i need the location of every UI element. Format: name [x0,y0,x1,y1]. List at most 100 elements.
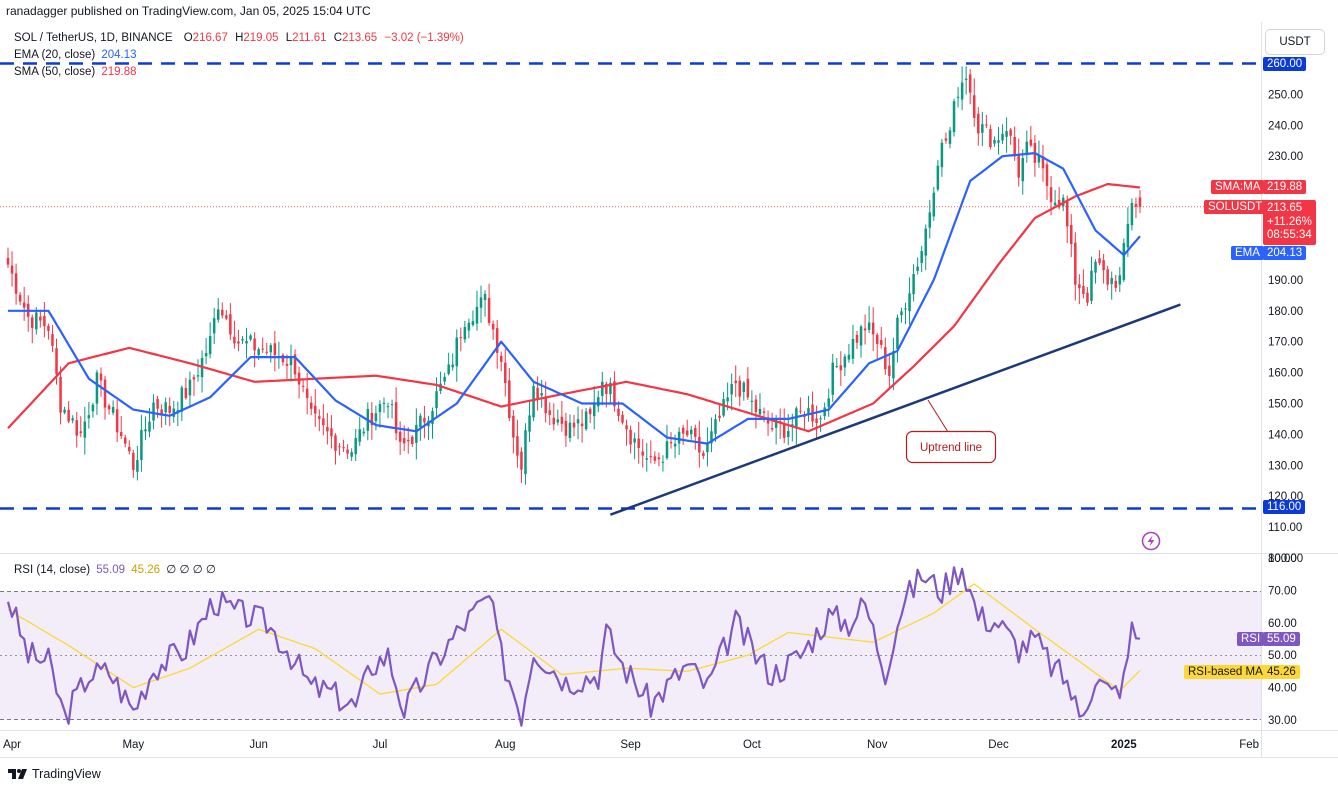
candle-body [875,334,879,344]
candle-body [880,340,883,345]
candle-body [168,405,171,413]
candle-body [613,381,616,407]
candle-body [661,461,665,463]
ema-price-badge: 204.13 [1263,246,1307,260]
candle-body [807,408,810,415]
candle-body [1098,258,1101,264]
candle-body [346,449,349,454]
rsi-line [6,566,1141,727]
lightning-icon[interactable] [1141,531,1161,551]
candle-body [212,318,216,334]
rsi-tick-label: 40.00 [1268,683,1297,695]
rsi-tag: RSI [1237,632,1265,646]
ema-legend[interactable]: EMA (20, close) 204.13 [14,49,137,61]
candle-body [59,376,62,413]
candle-body [1094,261,1097,273]
indicator-lines [7,152,1141,445]
price-tick-label: 160.00 [1268,368,1303,380]
candle-body [63,409,66,413]
candle-body [390,404,394,406]
solusdt-countdown: 08:55:34 [1267,229,1312,241]
candle-body [386,406,390,408]
candle-body [750,400,754,402]
ohlc-open: 216.67 [192,32,228,44]
candle-body [1134,203,1138,207]
time-tick-label: Jun [249,739,268,751]
candle-body [592,402,596,417]
candle-body [1017,154,1020,178]
candle-body [766,417,770,424]
candle-body [742,382,746,393]
candle-body [504,362,507,384]
candle-body [128,446,131,452]
support-badge: 116.00 [1263,500,1306,514]
candle-body [132,452,135,471]
candle-body [787,431,790,438]
candle-body [75,420,78,436]
candle-body [916,266,919,271]
candle-body [799,410,802,412]
candle-body [91,404,95,412]
candle-body [43,316,46,327]
time-tick-label: 2025 [1111,739,1137,751]
rsi-legend[interactable]: RSI (14, close) 55.09 45.26 ∅ ∅ ∅ ∅ [14,562,216,576]
candle-body [423,417,426,423]
candle-body [394,402,398,434]
sma-legend[interactable]: SMA (50, close) 219.88 [14,66,137,78]
symbol-legend[interactable]: SOL / TetherUS, 1D, BINANCE O216.67 H219… [14,32,464,44]
solusdt-price-badge: 213.65 +11.26% 08:55:34 [1263,200,1316,245]
candle-body [516,436,519,456]
candle-body [762,411,766,413]
price-tick-label: 130.00 [1268,460,1303,472]
callout-box [905,430,997,464]
candle-body [136,460,139,472]
uptrend-callout[interactable]: Uptrend line [905,399,997,464]
price-ticks: 250.00 240.00 230.00 190.00 180.00 170.00 160.… [1268,89,1303,565]
candle-body [928,212,932,228]
candle-body [378,404,382,413]
candle-body [641,451,644,456]
candle-body [1049,187,1053,203]
candle-body [216,309,220,320]
candle-body [508,380,511,419]
ema-legend-value: 204.13 [101,49,137,61]
tradingview-logo[interactable]: TradingView [8,767,101,781]
candle-body [172,408,176,417]
candle-body [431,410,434,425]
candle-body [39,316,42,321]
candle-body [1037,155,1041,163]
candle-body [609,382,612,395]
candle-body [447,364,450,374]
rsi-tick-label: 30.00 [1268,715,1297,727]
candle-body [1070,225,1073,245]
candle-body [338,446,341,448]
callout-text: Uptrend line [920,442,982,454]
candle-body [847,354,851,360]
candle-body [1013,136,1016,157]
currency-button[interactable]: USDT [1265,29,1325,55]
callout-pointer [927,399,949,433]
candle-body [487,297,491,324]
candle-body [1057,199,1061,208]
candle-body [972,95,976,118]
candle-body [520,451,523,470]
candle-body [382,402,386,404]
candle-body [572,422,576,428]
candle-body [645,458,649,460]
rsi-ma-value-badge: 45.26 [1263,665,1300,679]
candle-body [350,452,353,457]
candle-body [694,427,697,437]
candle-body [1074,242,1077,285]
candle-body [1130,203,1134,226]
candle-body [402,438,406,444]
candle-body [196,375,200,377]
candle-body [87,415,91,419]
solusdt-price: 213.65 [1267,202,1303,214]
candle-body [993,139,996,144]
price-tick-label: 100.00 [1268,553,1303,565]
candle-body [827,398,830,407]
candle-body [774,419,778,428]
resistance-badge: 260.00 [1263,57,1307,71]
candle-body [318,416,321,419]
